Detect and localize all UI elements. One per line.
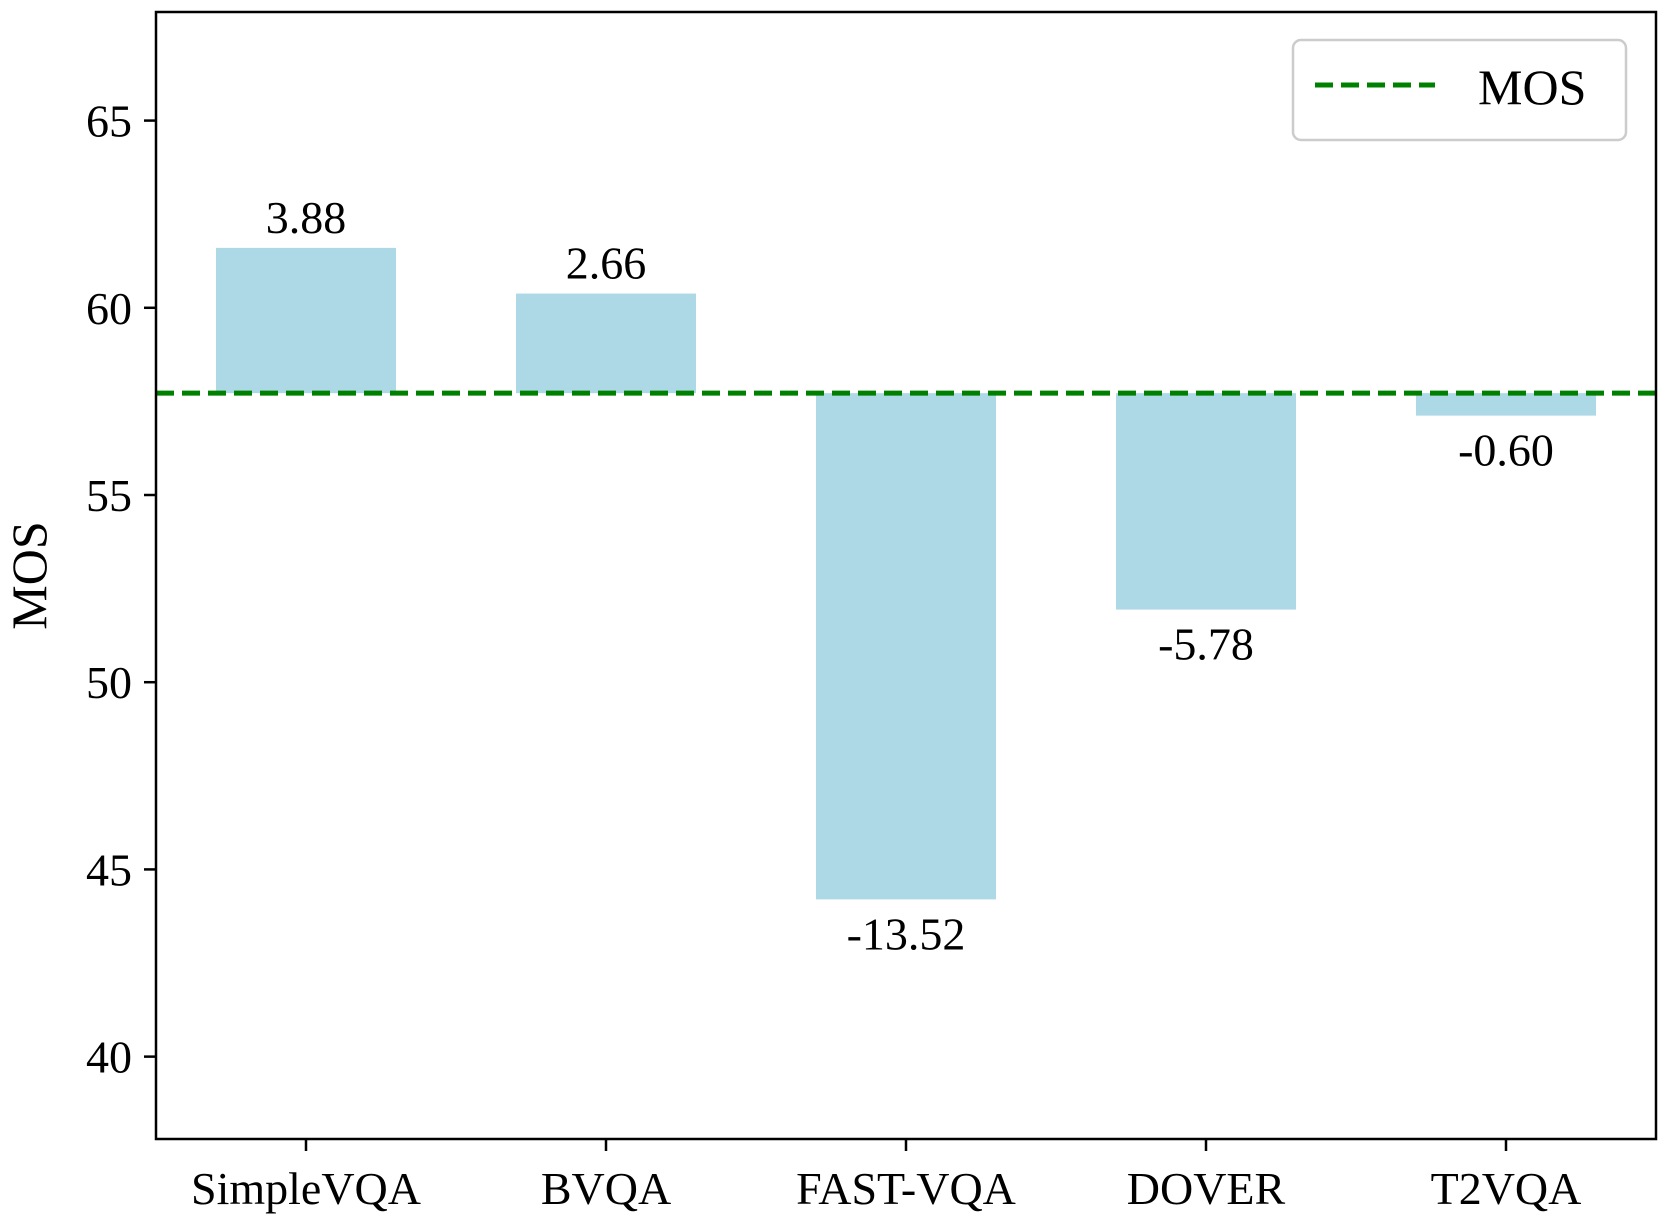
x-tick-label-simplevqa: SimpleVQA: [191, 1163, 421, 1214]
bar-simplevqa: [216, 247, 396, 394]
data-label-bvqa: 2.66: [566, 238, 647, 289]
data-labels-group: 3.88 2.66 -13.52 -5.78 -0.60: [266, 192, 1554, 959]
bar-fast-vqa: [816, 393, 996, 900]
x-tick-label-t2vqa: T2VQA: [1431, 1163, 1582, 1214]
x-axis: SimpleVQA BVQA FAST-VQA DOVER T2VQA: [191, 1139, 1581, 1214]
bar-bvqa: [516, 293, 696, 394]
bar-dover: [1116, 393, 1296, 610]
data-label-dover: -5.78: [1158, 619, 1254, 670]
y-axis: 40 45 50 55 60 65: [86, 96, 156, 1083]
y-tick-label-60: 60: [86, 283, 132, 334]
legend-box: [1291, 38, 1628, 142]
data-label-fast-vqa: -13.52: [847, 908, 966, 959]
y-tick-label-50: 50: [86, 657, 132, 708]
legend: MOS: [1291, 38, 1628, 142]
x-tick-label-fast-vqa: FAST-VQA: [796, 1163, 1016, 1214]
bar-t2vqa: [1416, 393, 1596, 416]
x-tick-label-dover: DOVER: [1127, 1163, 1286, 1214]
y-tick-label-40: 40: [86, 1032, 132, 1083]
y-tick-label-65: 65: [86, 96, 132, 147]
data-label-simplevqa: 3.88: [266, 192, 347, 243]
y-tick-label-55: 55: [86, 470, 132, 521]
x-tick-label-bvqa: BVQA: [541, 1163, 671, 1214]
data-label-t2vqa: -0.60: [1458, 425, 1554, 476]
legend-entry-label: MOS: [1478, 59, 1586, 115]
y-axis-label: MOS: [1, 521, 57, 629]
y-tick-label-45: 45: [86, 844, 132, 895]
bars-group: [216, 247, 1596, 900]
